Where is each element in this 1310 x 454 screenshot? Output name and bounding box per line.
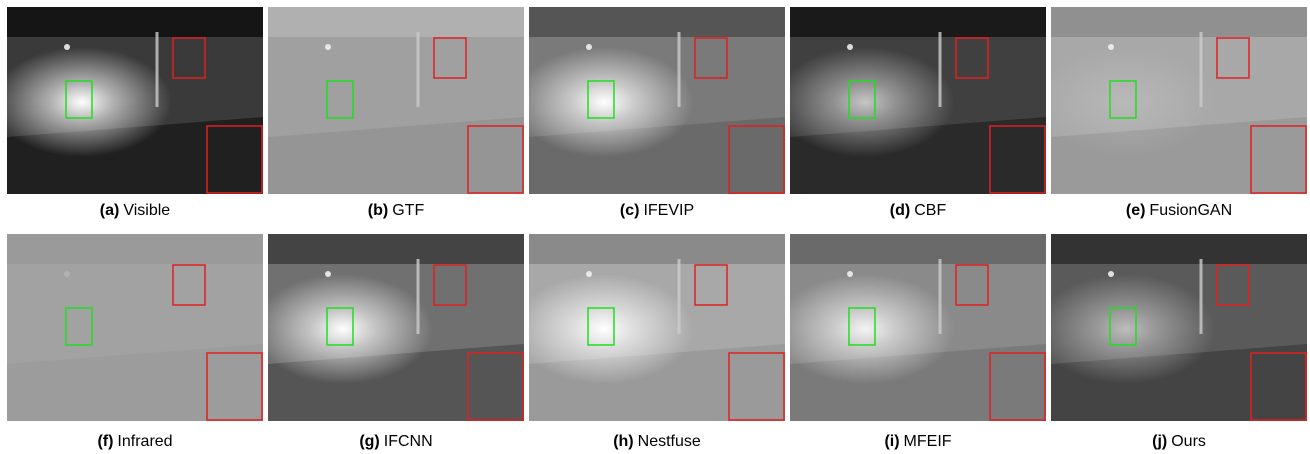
- lamp: [1108, 271, 1114, 277]
- caption-name: MFEIF: [904, 433, 952, 450]
- lamp: [1108, 44, 1114, 50]
- caption: (f)Infrared: [7, 433, 263, 451]
- caption: (h) Nestfuse: [529, 433, 785, 451]
- caption-tag: (i): [884, 433, 899, 450]
- caption: (e)FusionGAN: [1051, 202, 1307, 220]
- caption-tag: (a): [100, 202, 120, 219]
- caption: (d)CBF: [790, 202, 1046, 220]
- panel: (i) MFEIF: [790, 234, 1046, 451]
- caption-tag: (b): [368, 202, 388, 219]
- sky: [1051, 234, 1307, 264]
- image: [7, 7, 263, 194]
- caption-tag: (g): [359, 433, 379, 450]
- caption: (g) IFCNN: [268, 433, 524, 451]
- caption-name: Ours: [1171, 433, 1206, 450]
- panel: (d)CBF: [790, 7, 1046, 220]
- figure: (a)Visible (b)GTF (c)IFEVIP (d)CBF (e)Fusion…: [0, 0, 1310, 454]
- image: [790, 234, 1046, 421]
- sky: [1051, 7, 1307, 37]
- image: [268, 7, 524, 194]
- caption-tag: (c): [620, 202, 640, 219]
- caption-name: FusionGAN: [1149, 202, 1232, 219]
- caption-name: IFCNN: [384, 433, 433, 450]
- caption: (j) Ours: [1051, 433, 1307, 451]
- lamp: [64, 271, 70, 277]
- sky: [268, 234, 524, 264]
- caption-tag: (e): [1126, 202, 1146, 219]
- lamp: [847, 271, 853, 277]
- panel: (e)FusionGAN: [1051, 7, 1307, 220]
- lamp: [586, 271, 592, 277]
- image: [268, 234, 524, 421]
- caption-tag: (h): [613, 433, 633, 450]
- panel: (h) Nestfuse: [529, 234, 785, 451]
- image: [790, 7, 1046, 194]
- panel: (c)IFEVIP: [529, 7, 785, 220]
- panel: (j) Ours: [1051, 234, 1307, 451]
- caption: (c)IFEVIP: [529, 202, 785, 220]
- caption-name: GTF: [392, 202, 424, 219]
- lamp: [64, 44, 70, 50]
- lamp: [325, 44, 331, 50]
- caption-name: Visible: [123, 202, 170, 219]
- lamp: [847, 44, 853, 50]
- caption-name: Nestfuse: [638, 433, 701, 450]
- caption-tag: (j): [1152, 433, 1167, 450]
- image: [1051, 234, 1307, 421]
- caption: (a)Visible: [7, 202, 263, 220]
- image: [1051, 7, 1307, 194]
- caption-tag: (f): [97, 433, 113, 450]
- sky: [790, 7, 1046, 37]
- lamp: [586, 44, 592, 50]
- sky: [529, 7, 785, 37]
- caption-tag: (d): [890, 202, 910, 219]
- sky: [529, 234, 785, 264]
- sky: [7, 7, 263, 37]
- panel: (g) IFCNN: [268, 234, 524, 451]
- caption: (i) MFEIF: [790, 433, 1046, 451]
- caption-name: Infrared: [117, 433, 172, 450]
- caption-name: CBF: [914, 202, 946, 219]
- panel: (a)Visible: [7, 7, 263, 220]
- caption-name: IFEVIP: [643, 202, 694, 219]
- sky: [790, 234, 1046, 264]
- panel: (f)Infrared: [7, 234, 263, 451]
- image: [529, 7, 785, 194]
- image: [7, 234, 263, 421]
- lamp: [325, 271, 331, 277]
- sky: [268, 7, 524, 37]
- image: [529, 234, 785, 421]
- caption: (b)GTF: [268, 202, 524, 220]
- sky: [7, 234, 263, 264]
- panel: (b)GTF: [268, 7, 524, 220]
